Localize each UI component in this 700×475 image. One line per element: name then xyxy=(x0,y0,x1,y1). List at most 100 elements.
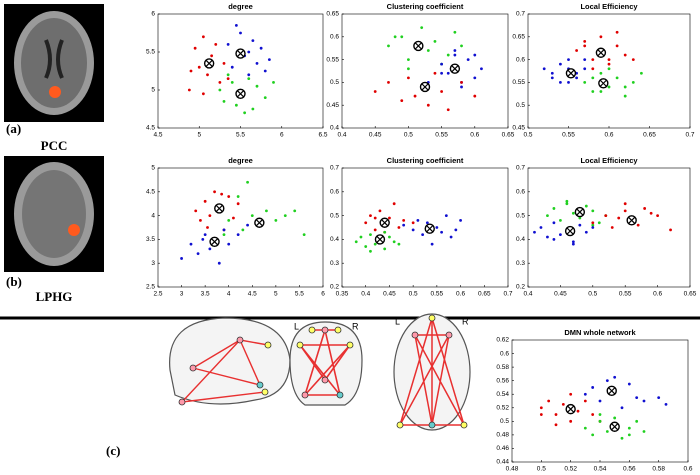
x-tick-label: 0.65 xyxy=(643,132,656,139)
point xyxy=(623,85,627,89)
point xyxy=(189,69,193,73)
point xyxy=(591,226,595,229)
y-tick-label: 0.44 xyxy=(496,459,509,466)
point xyxy=(247,50,251,54)
point xyxy=(460,44,463,48)
y-tick-label: 0.5 xyxy=(500,418,509,425)
point xyxy=(623,94,627,98)
x-tick-label: 5 xyxy=(274,291,278,298)
y-tick-label: 0.3 xyxy=(330,260,339,267)
view-label: R xyxy=(352,321,359,331)
x-tick-label: 0.7 xyxy=(685,132,694,139)
point xyxy=(598,419,602,423)
point xyxy=(466,58,470,61)
point xyxy=(620,406,624,410)
centroid-cross xyxy=(599,79,607,87)
x-tick-label: 0.55 xyxy=(562,132,575,139)
point xyxy=(199,218,202,222)
y-tick-label: 0.56 xyxy=(496,377,509,384)
point xyxy=(226,73,230,77)
y-tick-label: 0.48 xyxy=(496,432,509,439)
x-tick-label: 0.55 xyxy=(435,132,448,139)
x-tick-label: 6 xyxy=(280,132,284,139)
point xyxy=(426,103,430,107)
point xyxy=(631,58,635,61)
point xyxy=(550,76,554,80)
point xyxy=(407,58,410,61)
centroid-cross xyxy=(608,387,616,395)
point xyxy=(643,207,647,210)
brain-image-a xyxy=(4,4,104,122)
point xyxy=(232,216,235,220)
y-tick-label: 5 xyxy=(151,165,155,172)
y-tick-label: 0.55 xyxy=(326,56,339,63)
y-tick-label: 0.7 xyxy=(516,11,525,18)
y-tick-label: 0.4 xyxy=(330,125,339,132)
point xyxy=(569,392,573,396)
point xyxy=(201,35,205,39)
point xyxy=(302,233,306,237)
point xyxy=(591,67,595,71)
point xyxy=(539,406,543,410)
point xyxy=(598,399,602,403)
point xyxy=(196,252,200,256)
x-tick-label: 6 xyxy=(321,291,325,298)
point xyxy=(397,242,401,246)
x-tick-label: 0.6 xyxy=(456,291,465,298)
point xyxy=(246,180,249,184)
centroid xyxy=(209,236,220,247)
point xyxy=(567,58,570,61)
x-tick-label: 0.6 xyxy=(683,466,692,473)
y-tick-label: 4.5 xyxy=(146,189,155,196)
point xyxy=(194,209,198,213)
point xyxy=(539,226,543,229)
point xyxy=(613,416,617,420)
centroid xyxy=(598,78,609,89)
point xyxy=(226,43,230,46)
point xyxy=(388,216,391,220)
point xyxy=(435,226,439,229)
point xyxy=(446,53,450,57)
panel-label: (b) xyxy=(6,274,22,289)
point xyxy=(546,214,549,218)
point xyxy=(615,76,619,80)
y-tick-label: 0.6 xyxy=(330,34,339,41)
point xyxy=(640,71,643,75)
centroid xyxy=(565,68,577,79)
point xyxy=(392,240,396,244)
point xyxy=(373,242,377,246)
point xyxy=(426,49,430,52)
point xyxy=(597,221,601,225)
point xyxy=(243,111,247,115)
y-tick-label: 0.2 xyxy=(330,284,339,291)
point xyxy=(425,221,429,225)
point xyxy=(203,199,207,203)
point xyxy=(373,216,377,220)
point xyxy=(392,202,396,206)
point xyxy=(550,71,554,75)
point xyxy=(607,62,611,66)
point xyxy=(473,53,477,57)
chart-title: Clustering coefficient xyxy=(387,2,464,11)
network-coronal: L R xyxy=(289,321,363,406)
point xyxy=(459,218,462,222)
centroid xyxy=(379,217,390,228)
point xyxy=(583,67,587,71)
centroid xyxy=(574,206,586,218)
point xyxy=(559,218,562,222)
point xyxy=(400,99,404,103)
network-axial: L R xyxy=(393,313,471,431)
point xyxy=(539,413,543,416)
point xyxy=(213,190,216,194)
point xyxy=(383,247,387,251)
point xyxy=(627,382,631,386)
point xyxy=(255,62,259,65)
centroid xyxy=(203,58,215,69)
region-label: PCC xyxy=(41,138,68,153)
point xyxy=(446,108,450,112)
x-tick-label: 0.6 xyxy=(470,132,479,139)
point xyxy=(383,230,387,234)
x-tick-label: 0.65 xyxy=(502,132,515,139)
point xyxy=(227,242,231,246)
